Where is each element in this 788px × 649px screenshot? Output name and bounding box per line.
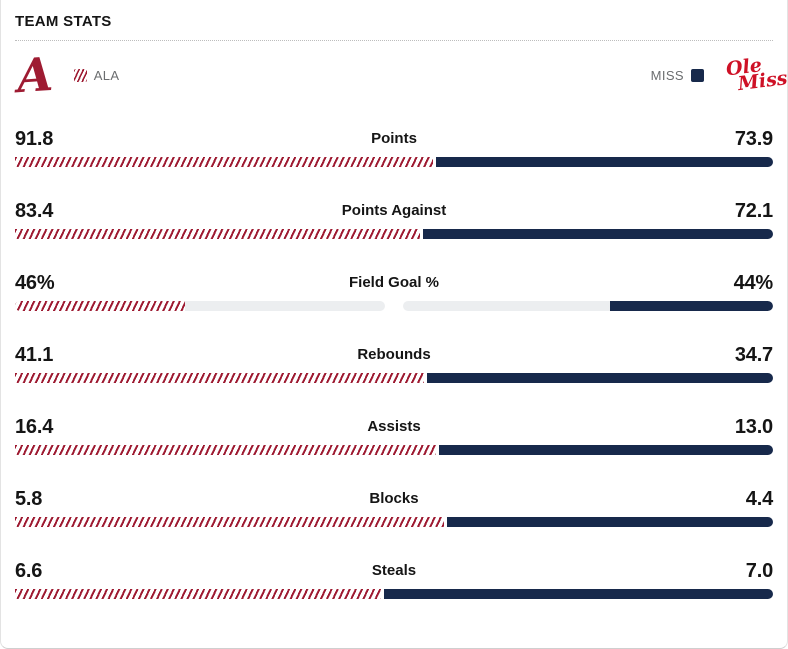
stat-row-blocks: 5.8 Blocks 4.4 [15, 489, 773, 527]
away-team-legend: MISS Ole Miss [650, 54, 788, 96]
stat-row-field-goal-pct: 46% Field Goal % 44% [15, 273, 773, 311]
stat-bar-away-fill [438, 445, 773, 455]
stat-label: Steals [371, 562, 417, 579]
stat-row-points-against: 83.4 Points Against 72.1 [15, 201, 773, 239]
home-swatch [73, 68, 87, 82]
alabama-logo: A [15, 46, 55, 104]
stat-bar-home-fill [15, 229, 420, 239]
stat-value-home: 41.1 [15, 344, 54, 366]
stat-bar [15, 517, 773, 527]
stat-bar-home-fill [15, 301, 186, 311]
stat-value-home: 6.6 [15, 560, 43, 582]
stat-label: Blocks [369, 490, 419, 507]
away-swatch [691, 68, 704, 82]
stat-value-home: 91.8 [15, 128, 54, 150]
stat-bar-home-fill [15, 157, 433, 167]
stat-bar [15, 589, 773, 599]
stat-row-assists: 16.4 Assists 13.0 [15, 417, 773, 455]
home-team-legend: A ALA [15, 46, 120, 104]
stat-row-points: 91.8 Points 73.9 [15, 129, 773, 167]
olemiss-logo: Ole Miss [724, 54, 788, 96]
home-team-abbrev: ALA [93, 67, 120, 83]
stat-bar-away-fill [435, 157, 773, 167]
stat-bar-away-fill [610, 301, 773, 311]
stat-bar-away-fill [426, 373, 773, 383]
stat-label: Rebounds [357, 346, 431, 363]
stat-value-away: 72.1 [734, 200, 773, 222]
stat-value-home: 83.4 [15, 200, 54, 222]
stat-bar-home-fill [15, 445, 436, 455]
panel-title: TEAM STATS [15, 13, 112, 30]
stat-bar-home-fill [15, 373, 424, 383]
stat-value-away: 7.0 [745, 560, 773, 582]
stat-label: Field Goal % [348, 274, 440, 291]
stat-value-away: 13.0 [734, 416, 773, 438]
stat-bar-home-fill [15, 517, 444, 527]
stat-value-home: 16.4 [15, 416, 54, 438]
stat-value-home: 46% [15, 272, 55, 294]
stat-bar [15, 445, 773, 455]
stat-bar [15, 373, 773, 383]
stat-label: Points Against [341, 202, 447, 219]
stat-bar-home-track [15, 301, 385, 311]
stat-bar [15, 229, 773, 239]
stat-bar [15, 301, 773, 311]
stat-value-home: 5.8 [15, 488, 43, 510]
stat-bar-away-fill [383, 589, 773, 599]
stat-value-away: 34.7 [734, 344, 773, 366]
stat-row-steals: 6.6 Steals 7.0 [15, 561, 773, 599]
stat-value-away: 73.9 [734, 128, 773, 150]
stat-bar-away-fill [422, 229, 773, 239]
stats-list: 91.8 Points 73.9 83.4 Points Against 72.… [15, 109, 773, 599]
stat-bar-away-track [403, 301, 773, 311]
header-divider [15, 40, 773, 41]
stat-bar-away-fill [446, 517, 773, 527]
stat-row-rebounds: 41.1 Rebounds 34.7 [15, 345, 773, 383]
away-team-abbrev: MISS [650, 67, 684, 83]
stat-label: Points [371, 130, 417, 147]
stat-bar-home-fill [15, 589, 381, 599]
legend-row: A ALA MISS Ole Miss [15, 41, 788, 109]
stat-value-away: 44% [733, 272, 774, 294]
stat-label: Assists [367, 418, 421, 435]
stat-value-away: 4.4 [745, 488, 773, 510]
stat-bar [15, 157, 773, 167]
